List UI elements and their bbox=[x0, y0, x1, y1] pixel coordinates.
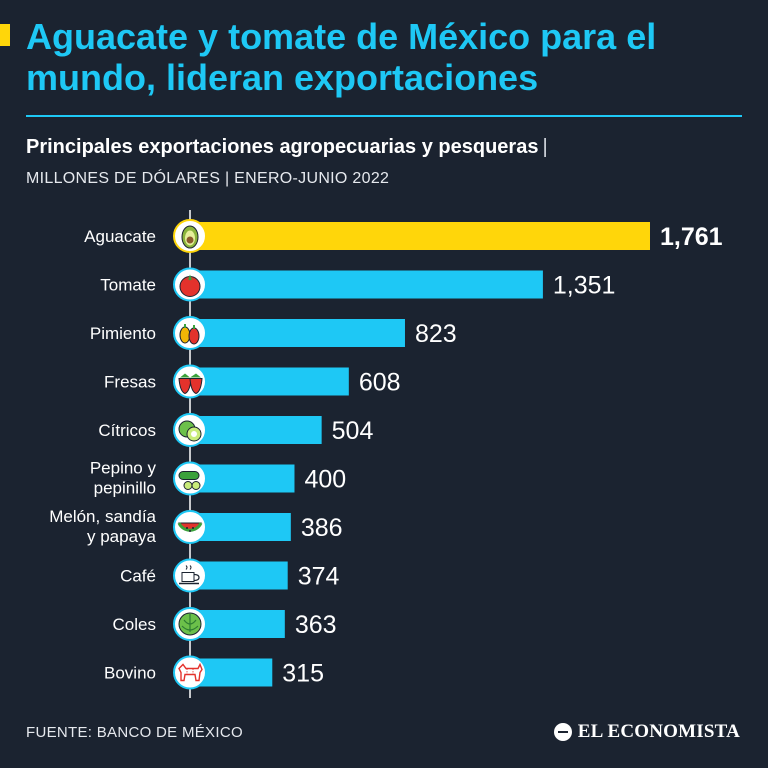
value-label: 386 bbox=[301, 514, 343, 542]
chart-subtitle: Principales exportaciones agropecuarias … bbox=[26, 136, 548, 159]
value-label: 363 bbox=[295, 611, 337, 639]
value-label: 608 bbox=[359, 369, 401, 397]
units-label: MILLONES DE DÓLARES | ENERO-JUNIO 2022 bbox=[26, 170, 390, 187]
chart-title: Aguacate y tomate de México para el mund… bbox=[26, 16, 657, 98]
category-label: Pepino y pepinillo bbox=[90, 459, 157, 498]
category-label: Aguacate bbox=[84, 227, 156, 246]
category-label: Fresas bbox=[104, 373, 156, 392]
category-label-line: Bovino bbox=[104, 664, 156, 683]
category-label: Café bbox=[120, 567, 156, 586]
brand-name: EL ECONOMISTA bbox=[577, 721, 740, 742]
category-label-line: Pepino y bbox=[90, 459, 157, 478]
value-label: 374 bbox=[298, 563, 340, 591]
bar bbox=[190, 319, 405, 347]
category-label-line: Coles bbox=[113, 615, 156, 634]
value-label: 315 bbox=[282, 660, 324, 688]
category-label-line: Tomate bbox=[100, 276, 156, 295]
category-label-line: pepinillo bbox=[94, 479, 156, 498]
cow-icon bbox=[173, 655, 207, 690]
category-label: Tomate bbox=[100, 276, 156, 295]
subtitle-separator: | bbox=[542, 136, 548, 158]
strawberry-icon bbox=[173, 364, 207, 399]
bar bbox=[190, 270, 543, 299]
category-label: Melón, sandía y papaya bbox=[49, 507, 156, 546]
category-label-line: y papaya bbox=[87, 527, 157, 546]
category-label-line: Aguacate bbox=[84, 227, 156, 246]
value-label: 823 bbox=[415, 320, 457, 348]
subtitle-text: Principales exportaciones agropecuarias … bbox=[26, 136, 539, 158]
category-label-line: Melón, sandía bbox=[49, 507, 156, 526]
brand-globe-icon bbox=[553, 723, 572, 741]
category-label-line: Pimiento bbox=[90, 324, 156, 343]
value-label: 1,351 bbox=[553, 272, 616, 300]
lime-icon bbox=[173, 413, 207, 447]
coffee-cup-icon bbox=[173, 558, 207, 593]
source-note: FUENTE: BANCO DE MÉXICO bbox=[26, 724, 243, 741]
category-label: Coles bbox=[113, 615, 156, 634]
category-label: Pimiento bbox=[90, 324, 156, 343]
bar bbox=[190, 464, 295, 493]
avocado-icon bbox=[173, 219, 207, 253]
bar bbox=[190, 416, 322, 444]
category-label: Bovino bbox=[104, 664, 156, 683]
cucumber-icon bbox=[173, 461, 207, 496]
brand-logo-block: EL ECONOMISTA bbox=[553, 721, 740, 743]
title-divider bbox=[26, 115, 742, 117]
tomato-icon bbox=[173, 267, 207, 302]
value-label: 1,761 bbox=[660, 223, 723, 251]
pepper-icon bbox=[173, 316, 207, 350]
category-label: Cítricos bbox=[98, 421, 156, 440]
cabbage-icon bbox=[173, 607, 207, 641]
watermelon-icon bbox=[173, 510, 207, 544]
bar bbox=[190, 367, 349, 396]
category-label-line: Fresas bbox=[104, 373, 156, 392]
value-label: 504 bbox=[332, 417, 374, 445]
title-accent-bar bbox=[0, 24, 10, 46]
category-label-line: Café bbox=[120, 567, 156, 586]
category-label-line: Cítricos bbox=[98, 421, 156, 440]
value-label: 400 bbox=[304, 466, 346, 494]
bar bbox=[190, 222, 650, 250]
